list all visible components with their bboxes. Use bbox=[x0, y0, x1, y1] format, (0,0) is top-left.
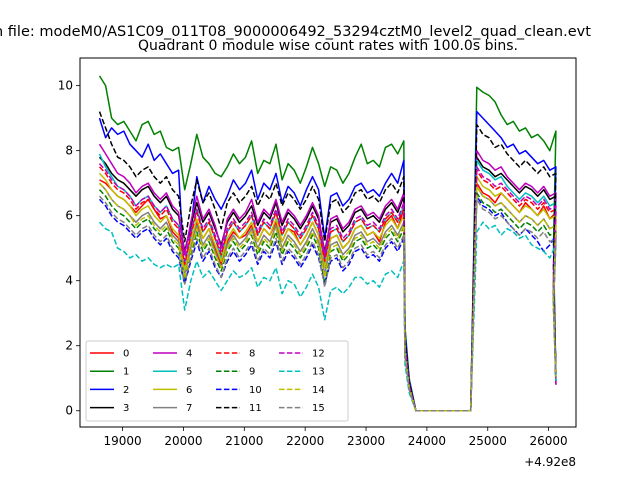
legend-label-4: 4 bbox=[186, 349, 192, 360]
legend-label-10: 10 bbox=[249, 385, 262, 396]
y-tick-label: 8 bbox=[65, 144, 73, 158]
x-tick-label: 21000 bbox=[225, 434, 263, 448]
y-tick-label: 10 bbox=[58, 79, 73, 93]
series-line-10 bbox=[98, 195, 557, 412]
y-tick-label: 6 bbox=[65, 209, 73, 223]
plot-frame bbox=[79, 57, 577, 428]
series-line-15 bbox=[98, 195, 557, 412]
x-tick-label: 22000 bbox=[286, 434, 324, 448]
y-tick-label: 0 bbox=[65, 404, 73, 418]
series-line-11 bbox=[98, 111, 557, 412]
legend-label-11: 11 bbox=[249, 403, 262, 414]
x-tick-label: 23000 bbox=[347, 434, 385, 448]
y-tick-label: 2 bbox=[65, 339, 73, 353]
legend-label-0: 0 bbox=[123, 349, 129, 360]
x-offset-text: +4.92e8 bbox=[524, 455, 576, 469]
legend-label-15: 15 bbox=[312, 403, 325, 414]
legend-label-5: 5 bbox=[186, 367, 192, 378]
chart-title: Quadrant 0 module wise count rates with … bbox=[138, 38, 518, 54]
legend-label-9: 9 bbox=[249, 367, 255, 378]
legend-label-6: 6 bbox=[186, 385, 192, 396]
legend-frame bbox=[85, 340, 349, 422]
y-tick-label: 4 bbox=[65, 274, 73, 288]
y-axis: 0 2 4 6 8 10 bbox=[58, 79, 80, 418]
series-line-14 bbox=[98, 182, 557, 412]
legend-label-13: 13 bbox=[312, 367, 325, 378]
series-line-12 bbox=[98, 163, 557, 412]
series-line-2 bbox=[98, 110, 557, 412]
series-line-4 bbox=[98, 143, 557, 412]
series-line-6 bbox=[98, 172, 557, 412]
series-line-1 bbox=[98, 75, 557, 412]
series-line-13 bbox=[98, 221, 557, 412]
x-tick-label: 20000 bbox=[164, 434, 202, 448]
legend-label-8: 8 bbox=[249, 349, 255, 360]
suptitle: n file: modeM0/AS1C09_011T08_9000006492_… bbox=[0, 24, 591, 40]
legend-label-2: 2 bbox=[123, 385, 129, 396]
x-tick-label: 24000 bbox=[408, 434, 446, 448]
series-line-8 bbox=[98, 166, 557, 412]
x-axis: 19000 20000 21000 22000 23000 24000 25000 26000 bbox=[104, 427, 568, 448]
legend-label-12: 12 bbox=[312, 349, 325, 360]
legend-label-7: 7 bbox=[186, 403, 192, 414]
legend-label-1: 1 bbox=[123, 367, 129, 378]
x-tick-label: 25000 bbox=[469, 434, 507, 448]
x-tick-label: 19000 bbox=[104, 434, 142, 448]
legend-label-14: 14 bbox=[312, 385, 325, 396]
x-tick-label: 26000 bbox=[530, 434, 568, 448]
series-layer bbox=[98, 75, 557, 412]
legend-label-3: 3 bbox=[123, 403, 129, 414]
